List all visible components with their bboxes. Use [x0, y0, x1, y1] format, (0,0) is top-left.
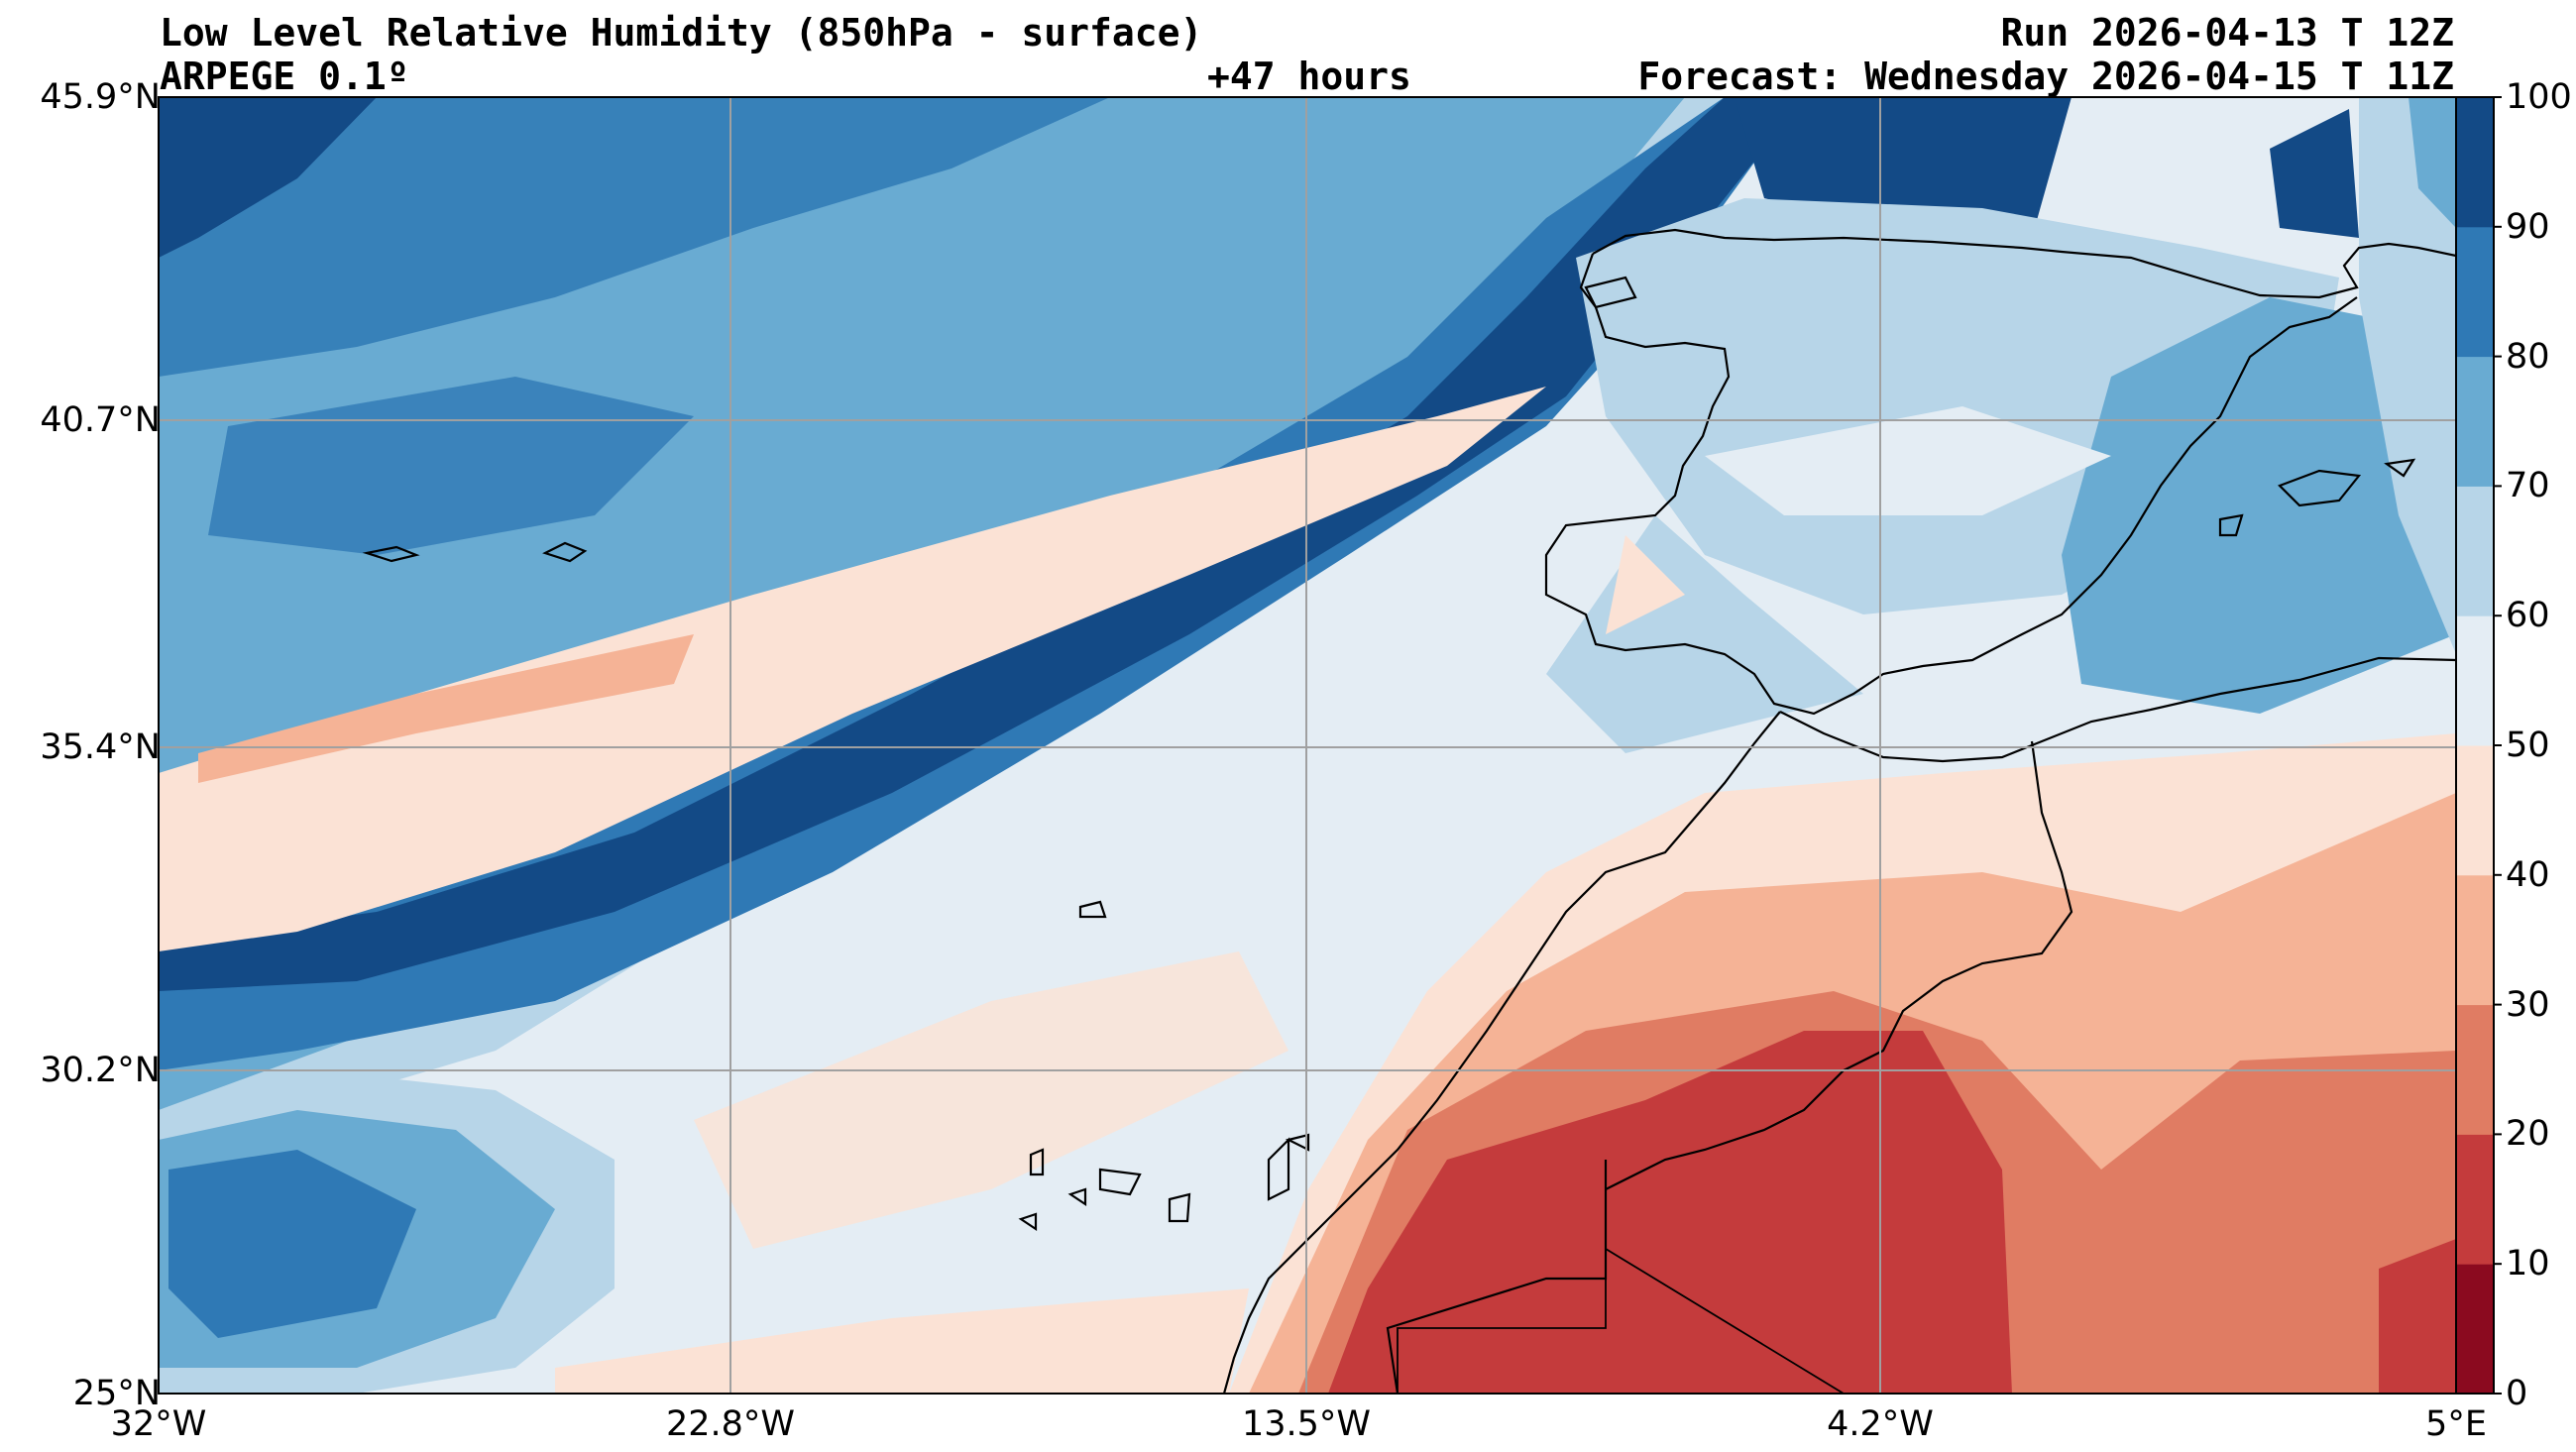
model-name: ARPEGE 0.1º	[160, 55, 409, 98]
colorbar-band	[2456, 874, 2494, 1006]
colorbar-band	[2456, 1134, 2494, 1265]
lat-label: 35.4°N	[40, 727, 161, 767]
colorbar-band	[2456, 97, 2494, 228]
lat-label: 30.2°N	[40, 1051, 161, 1090]
colorbar-band	[2456, 226, 2494, 358]
lon-label: 22.8°W	[665, 1404, 796, 1444]
colorbar-tick-label: 70	[2506, 466, 2550, 506]
map-title: Low Level Relative Humidity (850hPa - su…	[160, 11, 1203, 55]
colorbar-tick-label: 10	[2506, 1244, 2550, 1284]
colorbar-tick-label: 0	[2506, 1374, 2528, 1413]
colorbar-tick-label: 60	[2506, 596, 2550, 636]
colorbar-tick-label: 20	[2506, 1114, 2550, 1155]
colorbar-band	[2456, 356, 2494, 487]
colorbar-band	[2456, 615, 2494, 746]
forecast-time: Forecast: Wednesday 2026-04-15 T 11Z	[1637, 55, 2454, 98]
lon-label: 32°W	[110, 1404, 207, 1444]
lon-label: 13.5°W	[1241, 1404, 1372, 1444]
colorbar-tick-label: 50	[2506, 726, 2550, 765]
colorbar-tick-label: 90	[2506, 206, 2550, 247]
colorbar-tick-label: 100	[2506, 77, 2572, 117]
colorbar-band	[2456, 1264, 2494, 1395]
run-time: Run 2026-04-13 T 12Z	[2000, 11, 2454, 55]
lead-time: +47 hours	[1207, 55, 1411, 98]
humidity-fields	[159, 97, 2456, 1394]
colorbar-band	[2456, 745, 2494, 876]
colorbar	[2456, 96, 2502, 1395]
coastlines	[362, 228, 2456, 1394]
lat-label: 40.7°N	[40, 400, 161, 440]
lat-label: 25°N	[72, 1374, 161, 1413]
colorbar-band	[2456, 486, 2494, 616]
colorbar-tick-label: 40	[2506, 854, 2550, 895]
lon-label: 4.2°W	[1827, 1404, 1934, 1444]
colorbar-frame	[2455, 96, 2495, 1395]
colorbar-tick-label: 80	[2506, 336, 2550, 377]
lat-label: 45.9°N	[40, 77, 161, 117]
colorbar-tick-label: 30	[2506, 984, 2550, 1025]
colorbar-band	[2456, 1004, 2494, 1135]
lon-label: 5°E	[2425, 1404, 2487, 1444]
grid	[159, 97, 2456, 1394]
